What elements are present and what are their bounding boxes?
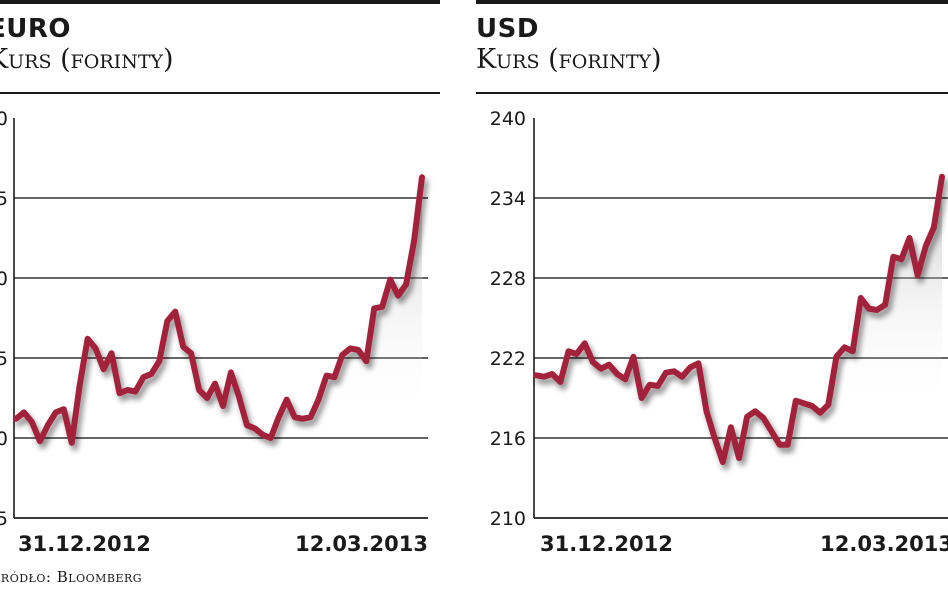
- y-tick-label: 310: [0, 108, 8, 130]
- usd-line-chart: 240 234 228 222 216 210 31.12.2012 12.03.2013: [490, 108, 948, 556]
- source-note: Źródło: Bloomberg: [0, 568, 143, 586]
- subtitle-rule: [0, 92, 440, 94]
- chart-subtitle: Kurs (forinty): [0, 44, 174, 75]
- x-tick-label: 31.12.2012: [540, 532, 673, 556]
- usd-chart-panel: USD Kurs (forinty) 240 234 228 222 216 210 31.…: [476, 0, 948, 593]
- chart-title: USD: [476, 14, 539, 44]
- y-tick-label: 228: [490, 268, 526, 290]
- area-shadow: [828, 176, 942, 408]
- y-tick-label: 295: [0, 348, 8, 370]
- top-rule: [476, 0, 948, 4]
- x-tick-label: 31.12.2012: [18, 532, 151, 556]
- chart-subtitle: Kurs (forinty): [476, 44, 662, 75]
- area-shadow: [310, 177, 422, 418]
- y-tick-label: 210: [490, 508, 526, 530]
- y-tick-label: 300: [0, 268, 8, 290]
- y-tick-label: 234: [490, 188, 526, 210]
- y-tick-label: 285: [0, 508, 8, 530]
- y-tick-label: 290: [0, 428, 8, 450]
- series-line: [13, 174, 425, 446]
- series-line: [533, 173, 945, 465]
- y-tick-label: 305: [0, 188, 8, 210]
- y-tick-label: 216: [490, 428, 526, 450]
- chart-title: EURO: [0, 14, 71, 44]
- y-tick-label: 222: [490, 348, 526, 370]
- euro-line-chart: 310 305 300 295 290 285 31.12.2012 12.03.2013: [0, 108, 428, 556]
- x-tick-label: 12.03.2013: [295, 532, 428, 556]
- top-rule: [0, 0, 440, 4]
- euro-chart-panel: EURO Kurs (forinty) 31030530029529028531…: [0, 0, 440, 593]
- x-tick-label: 12.03.2013: [820, 532, 948, 556]
- y-tick-label: 240: [490, 108, 526, 130]
- subtitle-rule: [476, 92, 948, 94]
